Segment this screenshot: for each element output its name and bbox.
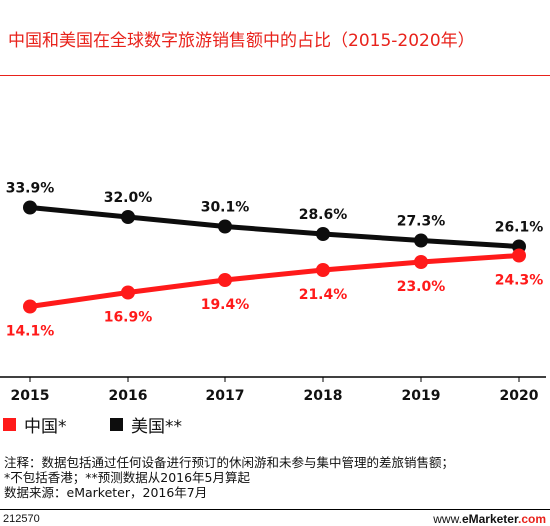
data-label-china: 19.4%	[201, 297, 250, 313]
data-point-china	[218, 273, 232, 287]
title-divider	[0, 75, 550, 76]
legend-swatch-us	[110, 418, 123, 431]
data-label-china: 21.4%	[299, 287, 348, 303]
footer-divider	[0, 509, 550, 510]
series-line-china	[27, 253, 522, 309]
legend-label-us: 美国**	[131, 417, 182, 437]
data-label-china: 24.3%	[495, 273, 544, 289]
legend-item-china: 中国*	[3, 412, 67, 437]
data-point-china	[121, 285, 135, 300]
x-tick-label: 2016	[109, 388, 148, 404]
data-label-us: 26.1%	[495, 220, 544, 236]
x-tick-label: 2019	[402, 388, 441, 404]
data-label-us: 33.9%	[6, 181, 55, 197]
chart-title: 中国和美国在全球数字旅游销售额中的占比（2015-2020年）	[8, 31, 475, 51]
data-label-china: 14.1%	[6, 324, 55, 340]
data-point-us	[218, 219, 232, 234]
footnotes: 注释：数据包括通过任何设备进行预订的休闲游和未参与集中管理的差旅销售额； *不包…	[4, 455, 549, 500]
data-label-us: 32.0%	[104, 190, 153, 206]
legend-item-us: 美国**	[110, 412, 182, 437]
site-prefix: www.	[433, 512, 462, 526]
data-point-china	[414, 255, 428, 269]
series-line-us	[27, 205, 522, 249]
data-label-us: 28.6%	[299, 207, 348, 223]
footnote-note: 注释：数据包括通过任何设备进行预订的休闲游和未参与集中管理的差旅销售额；	[4, 455, 455, 470]
data-label-us: 27.3%	[397, 214, 446, 230]
x-tick-label: 2015	[11, 388, 50, 404]
x-tick-label: 2020	[500, 388, 539, 404]
site-suffix: .com	[517, 512, 546, 526]
data-label-us: 30.1%	[201, 200, 250, 216]
legend-label-china: 中国*	[24, 417, 67, 437]
chart-id: 212570	[3, 513, 40, 525]
footnote-exclusions: *不包括香港；**预测数据从2016年5月算起	[4, 470, 251, 485]
legend-swatch-china	[3, 418, 16, 431]
data-point-china	[512, 248, 526, 263]
footnote-source: 数据来源：eMarketer，2016年7月	[4, 485, 208, 500]
site-brand: eMarketer	[461, 512, 518, 526]
chart-legend: 中国* 美国**	[0, 412, 550, 438]
x-tick-label: 2017	[206, 388, 245, 404]
data-point-us	[414, 233, 428, 248]
data-point-us	[23, 200, 37, 215]
data-label-china: 23.0%	[397, 279, 446, 295]
data-point-china	[23, 299, 37, 314]
x-tick-label: 2018	[304, 388, 343, 404]
data-label-china: 16.9%	[104, 310, 153, 326]
data-point-us	[316, 227, 330, 241]
data-point-us	[121, 210, 135, 224]
data-point-china	[316, 263, 330, 277]
site-credit: www.eMarketer.com	[433, 512, 546, 526]
